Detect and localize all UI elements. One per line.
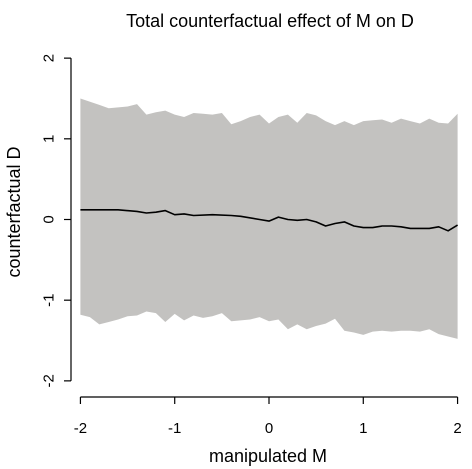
x-axis-label: manipulated M [209,446,327,466]
chart-ticks-layer: -2 -1 0 1 2 -2 -1 0 1 2 [41,54,462,437]
y-tick-label: -2 [41,374,58,387]
y-axis-label: counterfactual D [4,146,24,277]
y-tick-label: -1 [41,294,58,307]
chart-title: Total counterfactual effect of M on D [126,11,414,31]
interval-band [80,98,458,339]
mean-line [80,209,459,232]
x-tick-label: 2 [453,420,461,437]
chart-line-layer [80,209,459,232]
y-tick-label: 2 [41,54,58,62]
x-tick-label: -2 [74,420,87,437]
y-tick-label: 0 [41,215,58,223]
y-tick-label: 1 [41,135,58,143]
x-tick-label: 0 [265,420,273,437]
chart-band-layer [80,98,458,339]
x-tick-label: 1 [359,420,367,437]
x-tick-label: -1 [168,420,181,437]
